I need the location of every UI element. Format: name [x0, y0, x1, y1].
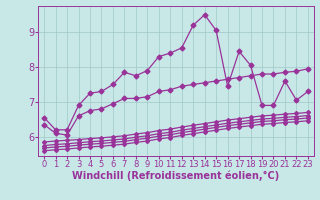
X-axis label: Windchill (Refroidissement éolien,°C): Windchill (Refroidissement éolien,°C) — [72, 171, 280, 181]
